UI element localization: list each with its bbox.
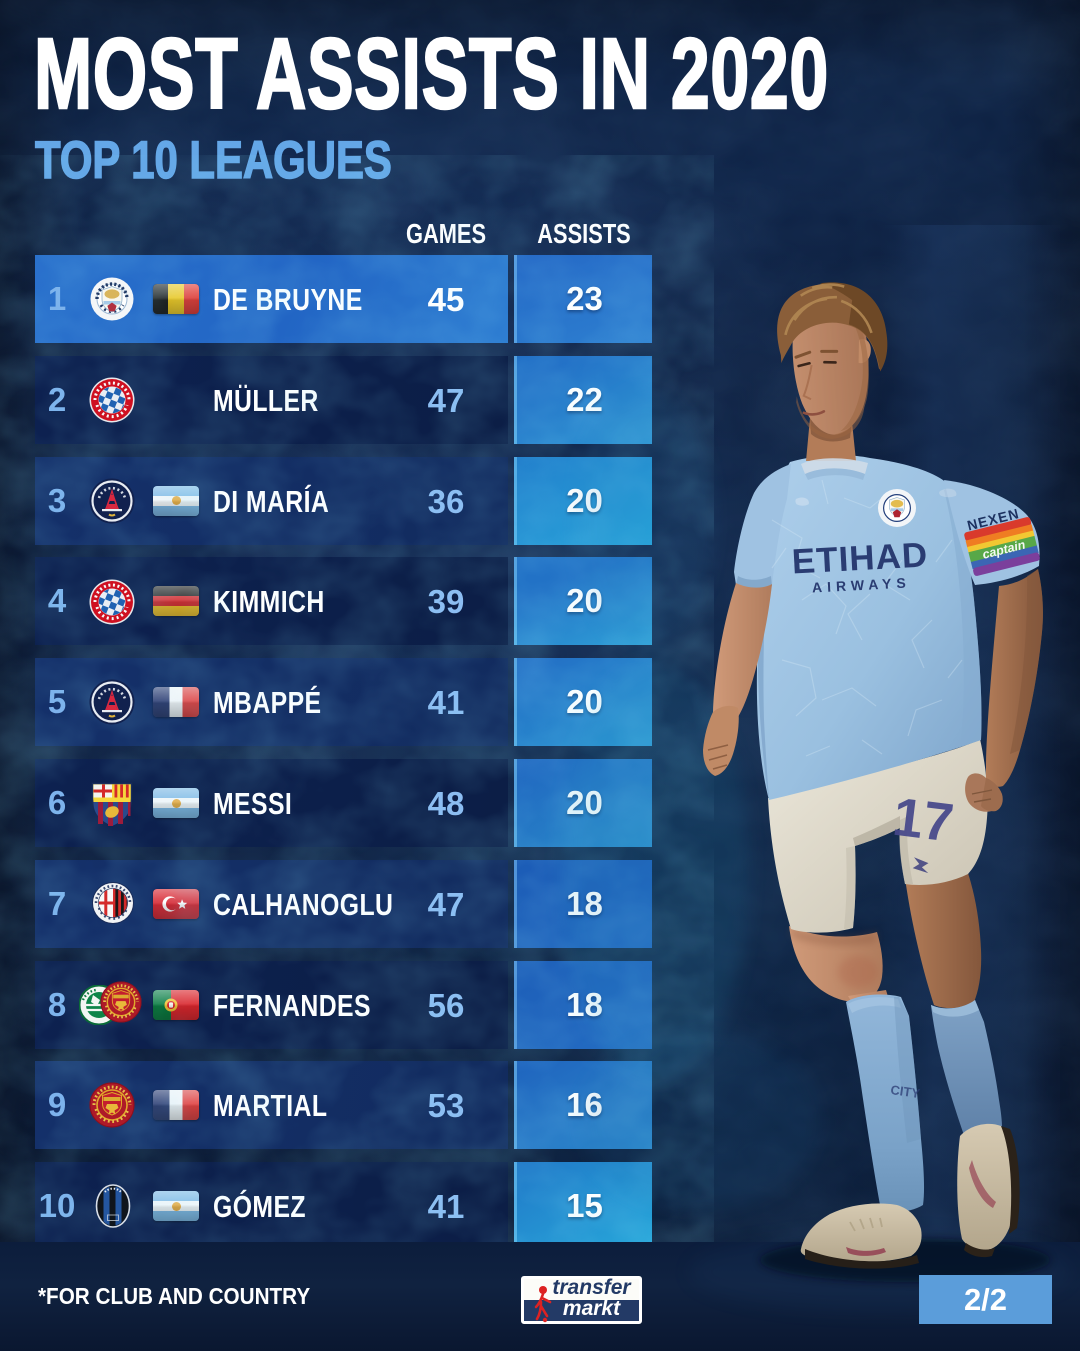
svg-text:ETIHAD: ETIHAD — [791, 535, 929, 581]
svg-text:CITY: CITY — [890, 1082, 922, 1101]
svg-text:AIRWAYS: AIRWAYS — [812, 574, 912, 595]
svg-text:17: 17 — [890, 787, 957, 854]
